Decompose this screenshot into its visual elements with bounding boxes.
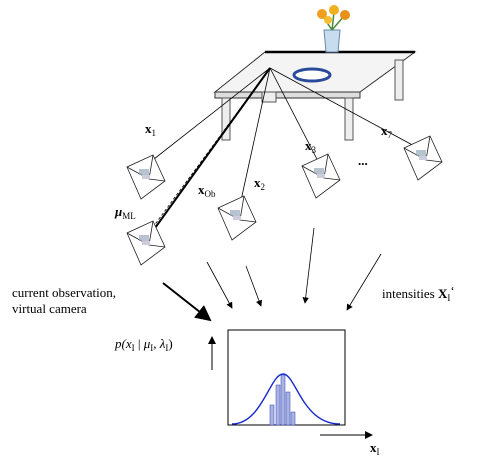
plot	[208, 329, 373, 439]
text-part: I	[150, 343, 153, 353]
text-part: x	[254, 175, 261, 190]
text-part: I	[447, 293, 450, 303]
right-caption: intensities XI‘	[382, 283, 455, 303]
text-part: λ	[159, 336, 166, 351]
text-part: X	[438, 286, 448, 301]
text-part: μ	[114, 204, 122, 219]
text-part: I	[377, 447, 380, 456]
y-axis-label: p(xI | μI, λI)	[114, 336, 173, 353]
ellipsis: ...	[358, 153, 368, 168]
text-part: x	[381, 123, 388, 138]
text-part: I	[165, 343, 168, 353]
left-caption: current observation,	[12, 285, 116, 300]
text-part: 3	[312, 145, 317, 155]
text-part: 1	[152, 128, 157, 138]
virtual-camera	[126, 220, 166, 266]
text-part: Ob	[205, 189, 216, 199]
rays	[139, 67, 419, 239]
text-part: ‘	[450, 283, 454, 298]
table	[213, 5, 417, 141]
text-part: μ	[143, 336, 151, 351]
text-part: x	[145, 121, 152, 136]
text-part: I	[132, 343, 135, 353]
text-part: |	[135, 336, 144, 351]
vector-label: μML	[114, 204, 136, 221]
text-part: )	[168, 336, 172, 351]
text-part: ML	[122, 211, 136, 221]
text-part: 7	[388, 130, 393, 140]
arrows	[162, 227, 382, 322]
vector-label: x3	[305, 138, 317, 155]
text-part: x	[305, 138, 312, 153]
text-part: x	[198, 182, 205, 197]
camera	[301, 153, 341, 199]
x-axis-label: xI	[370, 440, 380, 456]
vector-label: xOb	[198, 182, 216, 199]
vector-label: x7	[381, 123, 393, 140]
camera	[217, 195, 257, 241]
vector-label: x2	[254, 175, 265, 192]
vector-label: x1	[145, 121, 156, 138]
text-part: intensities	[382, 286, 438, 301]
text-part: 2	[261, 182, 266, 192]
text-part: x	[370, 440, 377, 455]
camera	[403, 135, 443, 181]
text-part: p(	[114, 336, 127, 351]
text-part: x	[125, 336, 132, 351]
camera	[126, 154, 166, 200]
text-part: ,	[153, 336, 160, 351]
left-caption: virtual camera	[12, 301, 87, 316]
